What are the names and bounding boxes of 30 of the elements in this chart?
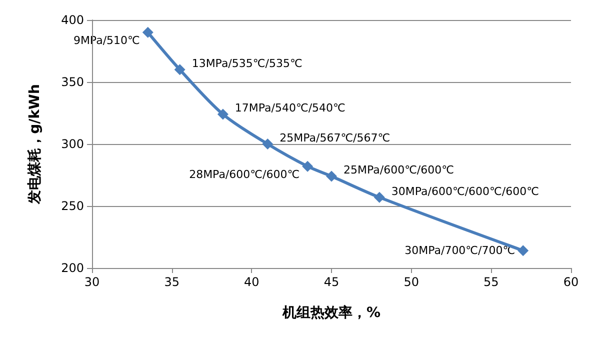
point [326,170,337,182]
x-tick-label: 55 [484,275,499,289]
annotation: 17MPa/540℃/540℃ [234,102,346,115]
y-tick-label: 400 [61,13,84,27]
x-tick-label: 35 [164,275,180,289]
y-tick-label: 350 [61,75,84,89]
point [217,108,228,120]
y-tick-label: 300 [61,137,84,151]
x-tick-label: 45 [324,275,340,289]
annotation: 13MPa/535℃/535℃ [192,57,302,70]
x-tick-label: 40 [244,275,260,289]
y-tick-label: 200 [61,261,84,275]
x-tick-label: 50 [404,275,419,289]
annotation: 25MPa/600℃/600℃ [344,164,454,177]
x-tick-label: 30 [84,275,100,289]
y-tick-label: 250 [61,199,84,213]
point [142,26,154,38]
annotation: 30MPa/600℃/600℃/600℃ [391,184,539,198]
annotation: 25MPa/567℃/567℃ [280,132,390,144]
annotation: 30MPa/700℃/700℃ [404,244,516,258]
point [262,138,274,150]
point [174,64,186,76]
x-axis-title: 机组热效率，% [281,304,381,321]
point [518,245,529,256]
annotation: 28MPa/600℃/600℃ [189,168,300,181]
point [302,160,314,172]
y-axis-title: 发电煤耗，g/kWh [27,84,43,205]
x-tick-label: 60 [563,275,579,289]
point [374,192,385,203]
annotation: 9MPa/510℃ [73,34,140,47]
